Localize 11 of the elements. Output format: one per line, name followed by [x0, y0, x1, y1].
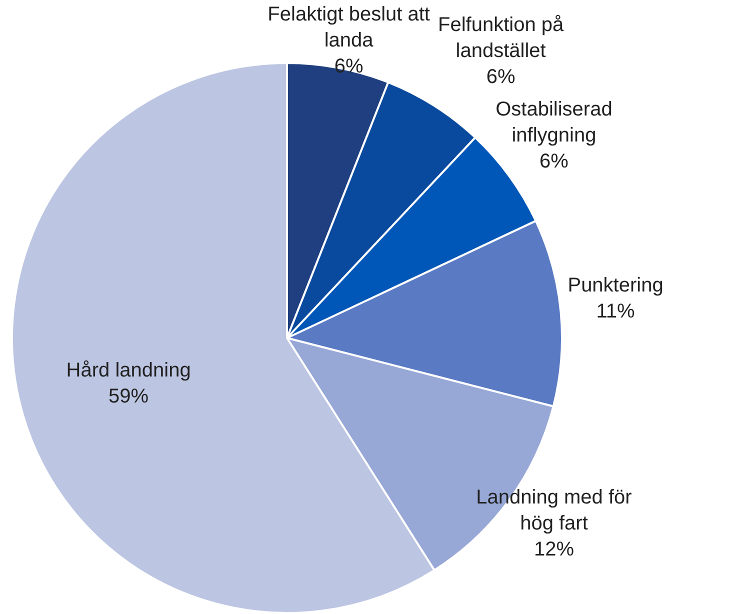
slice-label: Felfunktion på landstället [438, 14, 564, 62]
slice-label: Landning med för hög fart [476, 486, 632, 534]
data-label: 6% [540, 150, 569, 173]
data-label: 59% [108, 386, 149, 408]
slice-label: Felaktigt beslut att landa [268, 4, 430, 52]
slice-label: Hård landning [66, 360, 191, 382]
slice-label: Punktering [568, 274, 664, 296]
data-label: 6% [486, 66, 516, 88]
data-label: 12% [534, 538, 574, 560]
slice-label: Ostabiliserad inflygning [496, 98, 612, 147]
data-label: 11% [596, 300, 636, 322]
